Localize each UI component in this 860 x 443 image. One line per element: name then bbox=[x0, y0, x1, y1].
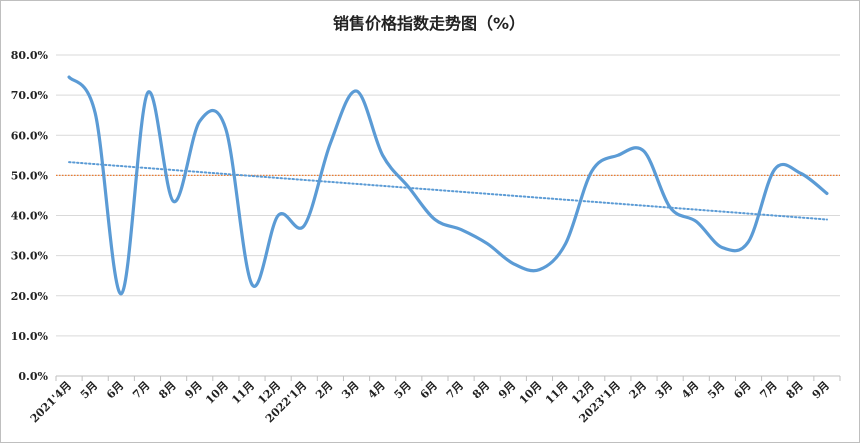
x-tick-label: 7月 bbox=[444, 379, 466, 401]
x-tick-label: 7月 bbox=[757, 379, 779, 401]
x-tick-label: 11月 bbox=[229, 379, 257, 407]
chart-title: 销售价格指数走势图（%） bbox=[332, 14, 526, 33]
x-tick-label: 4月 bbox=[365, 379, 387, 401]
y-tick-label: 10.0% bbox=[11, 330, 49, 343]
y-tick-label: 20.0% bbox=[11, 290, 49, 303]
x-tick-label: 6月 bbox=[104, 379, 126, 401]
series-line bbox=[67, 75, 829, 296]
x-tick-label: 2月 bbox=[313, 379, 335, 401]
x-tick-label: 10月 bbox=[517, 379, 545, 407]
x-tick-label: 3月 bbox=[339, 379, 361, 401]
x-tick-label: 2021'4月 bbox=[28, 379, 74, 425]
y-tick-label: 70.0% bbox=[11, 89, 49, 102]
x-tick-label: 5月 bbox=[392, 379, 414, 401]
x-tick-label: 4月 bbox=[679, 379, 701, 401]
x-tick-label: 8月 bbox=[156, 379, 178, 401]
y-tick-label: 50.0% bbox=[11, 169, 49, 182]
x-tick-label: 10月 bbox=[203, 379, 231, 407]
y-tick-label: 30.0% bbox=[11, 250, 49, 263]
y-tick-label: 80.0% bbox=[11, 49, 49, 62]
x-tick-label: 9月 bbox=[810, 379, 832, 401]
x-tick-label: 3月 bbox=[653, 379, 675, 401]
x-tick-label: 8月 bbox=[784, 379, 806, 401]
x-tick-label: 6月 bbox=[731, 379, 753, 401]
x-tick-label: 6月 bbox=[418, 379, 440, 401]
x-tick-label: 5月 bbox=[78, 379, 100, 401]
trendline bbox=[68, 161, 828, 221]
x-tick-label: 11月 bbox=[543, 379, 571, 407]
x-tick-label: 9月 bbox=[182, 379, 204, 401]
x-tick-label: 5月 bbox=[705, 379, 727, 401]
x-tick-label: 7月 bbox=[130, 379, 152, 401]
y-tick-label: 0.0% bbox=[18, 370, 48, 383]
y-tick-label: 60.0% bbox=[11, 129, 49, 142]
x-tick-label: 8月 bbox=[470, 379, 492, 401]
y-tick-label: 40.0% bbox=[11, 210, 49, 223]
x-tick-label: 2月 bbox=[627, 379, 649, 401]
x-tick-label: 9月 bbox=[496, 379, 518, 401]
